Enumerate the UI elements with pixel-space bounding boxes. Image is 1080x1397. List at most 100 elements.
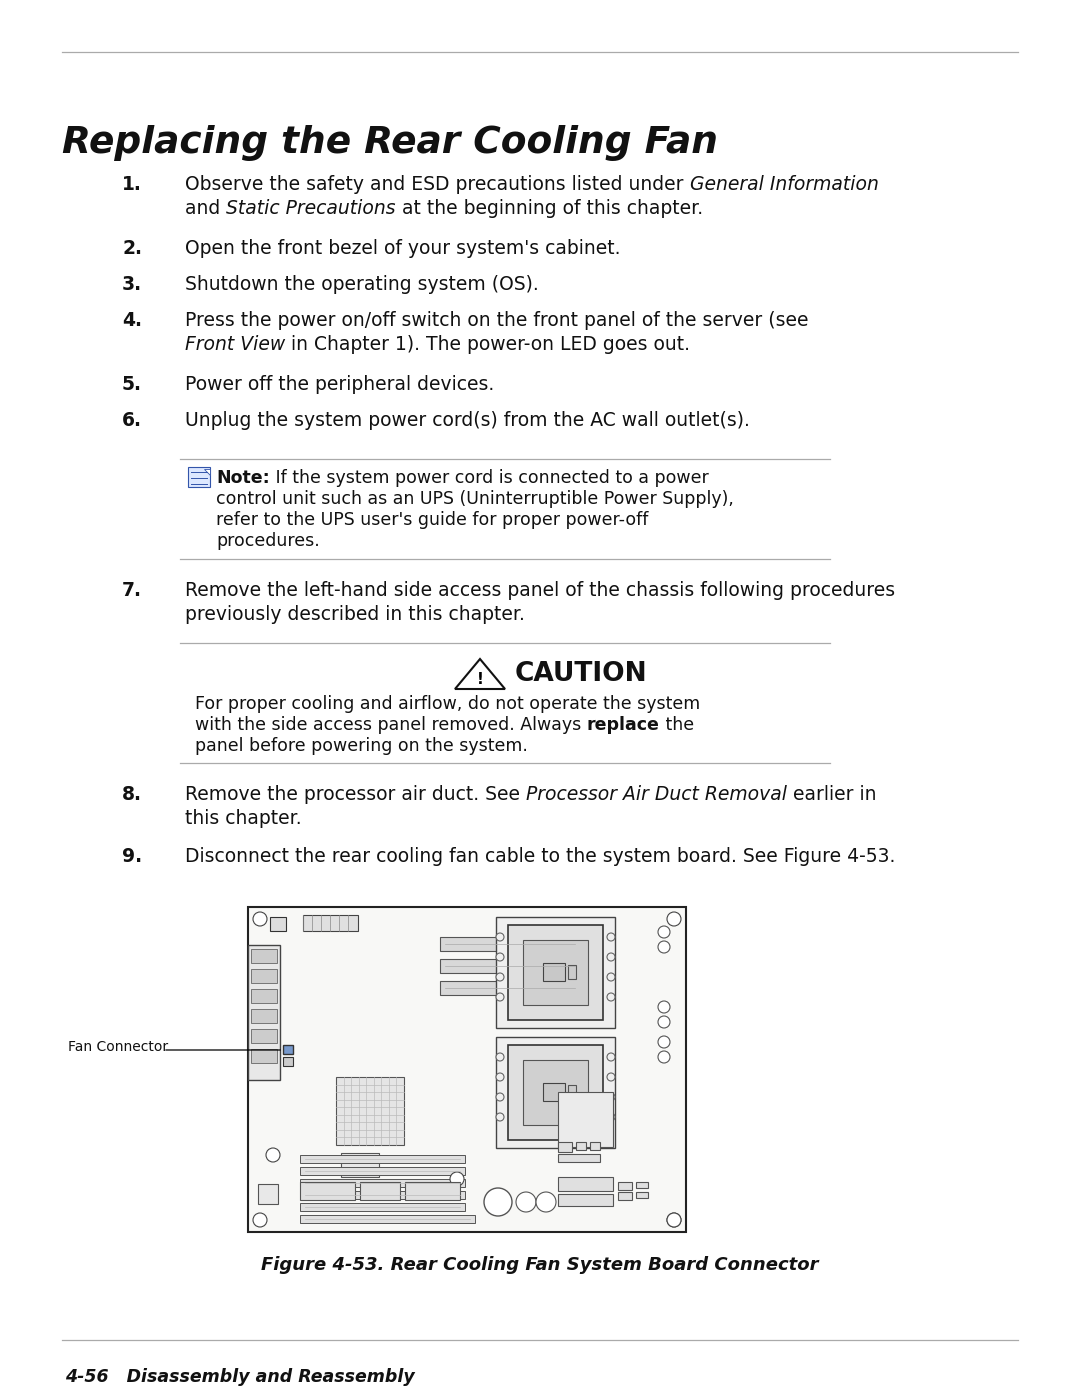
Bar (618, 1192, 632, 1200)
Circle shape (607, 1073, 615, 1081)
Circle shape (607, 993, 615, 1002)
Text: 7.: 7. (122, 581, 141, 599)
Text: Press the power on/off switch on the front panel of the server (see: Press the power on/off switch on the fro… (185, 312, 809, 330)
Circle shape (658, 926, 670, 937)
Circle shape (496, 1053, 504, 1060)
Bar (558, 1194, 613, 1206)
Text: 1.: 1. (122, 175, 141, 194)
Bar (251, 970, 276, 983)
Circle shape (496, 1092, 504, 1101)
Bar (251, 989, 276, 1003)
Text: !: ! (476, 672, 484, 687)
Circle shape (496, 1073, 504, 1081)
Bar (336, 1077, 404, 1146)
Text: 4-56   Disassembly and Reassembly: 4-56 Disassembly and Reassembly (65, 1368, 415, 1386)
Bar (440, 981, 580, 995)
Bar (258, 1185, 278, 1204)
Bar (523, 1060, 588, 1125)
Text: For proper cooling and airflow, do not operate the system: For proper cooling and airflow, do not o… (195, 694, 700, 712)
Text: 2.: 2. (122, 239, 141, 258)
Bar (543, 1083, 565, 1101)
Text: with the side access panel removed. Always: with the side access panel removed. Alwa… (195, 717, 586, 733)
Text: Unplug the system power cord(s) from the AC wall outlet(s).: Unplug the system power cord(s) from the… (185, 411, 750, 430)
Text: replace: replace (586, 717, 660, 733)
Circle shape (607, 953, 615, 961)
Text: control unit such as an UPS (Uninterruptible Power Supply),: control unit such as an UPS (Uninterrupt… (216, 490, 734, 509)
Text: Disconnect the rear cooling fan cable to the system board. See Figure 4-53.: Disconnect the rear cooling fan cable to… (185, 847, 895, 866)
Text: Replacing the Rear Cooling Fan: Replacing the Rear Cooling Fan (62, 124, 718, 161)
Bar (251, 1009, 276, 1023)
Text: If the system power cord is connected to a power: If the system power cord is connected to… (270, 469, 708, 488)
Bar (251, 1030, 276, 1044)
Text: Static Precautions: Static Precautions (226, 198, 395, 218)
Circle shape (667, 912, 681, 926)
Text: at the beginning of this chapter.: at the beginning of this chapter. (395, 198, 703, 218)
Circle shape (607, 1113, 615, 1120)
Bar (303, 915, 357, 930)
Bar (251, 949, 276, 963)
Circle shape (266, 1148, 280, 1162)
Text: 4.: 4. (122, 312, 141, 330)
Text: Front View: Front View (185, 335, 285, 353)
Text: in Chapter 1). The power-on LED goes out.: in Chapter 1). The power-on LED goes out… (285, 335, 690, 353)
Bar (188, 467, 210, 488)
Text: Note:: Note: (216, 469, 270, 488)
Text: 8.: 8. (122, 785, 141, 805)
Text: Power off the peripheral devices.: Power off the peripheral devices. (185, 374, 495, 394)
Text: earlier in: earlier in (787, 785, 877, 805)
Circle shape (658, 1051, 670, 1063)
Circle shape (496, 1113, 504, 1120)
Circle shape (658, 1002, 670, 1013)
Circle shape (496, 972, 504, 981)
Bar (248, 944, 280, 1080)
Circle shape (496, 933, 504, 942)
Bar (440, 958, 580, 972)
Bar (300, 1215, 475, 1222)
Text: Remove the processor air duct. See: Remove the processor air duct. See (185, 785, 526, 805)
Bar (618, 1182, 632, 1190)
Bar (568, 965, 576, 979)
Bar (248, 907, 686, 1232)
Bar (251, 1049, 276, 1063)
Circle shape (516, 1192, 536, 1213)
Text: Fan Connector: Fan Connector (68, 1039, 168, 1053)
Circle shape (658, 1037, 670, 1048)
Bar (283, 1045, 293, 1053)
Circle shape (607, 1053, 615, 1060)
Bar (636, 1192, 648, 1199)
Text: Open the front bezel of your system's cabinet.: Open the front bezel of your system's ca… (185, 239, 621, 258)
Circle shape (253, 1213, 267, 1227)
Text: refer to the UPS user's guide for proper power-off: refer to the UPS user's guide for proper… (216, 511, 648, 529)
Text: Figure 4-53. Rear Cooling Fan System Board Connector: Figure 4-53. Rear Cooling Fan System Boa… (261, 1256, 819, 1274)
Text: 6.: 6. (122, 411, 141, 430)
Circle shape (450, 1172, 464, 1186)
Text: General Information: General Information (689, 175, 878, 194)
Text: previously described in this chapter.: previously described in this chapter. (185, 605, 525, 624)
Circle shape (658, 942, 670, 953)
Bar (568, 1085, 576, 1099)
Circle shape (607, 972, 615, 981)
Bar (543, 963, 565, 981)
Polygon shape (204, 469, 210, 475)
Text: and: and (185, 198, 226, 218)
Bar (508, 1045, 603, 1140)
Text: procedures.: procedures. (216, 532, 320, 550)
Circle shape (667, 1213, 681, 1227)
Bar (523, 940, 588, 1004)
Polygon shape (455, 659, 505, 689)
Text: panel before powering on the system.: panel before powering on the system. (195, 738, 528, 754)
Bar (300, 1192, 465, 1199)
Bar (405, 1182, 460, 1200)
Bar (558, 1141, 572, 1153)
Bar (558, 1178, 613, 1192)
Bar (636, 1182, 648, 1187)
Circle shape (496, 993, 504, 1002)
Bar (300, 1179, 465, 1187)
Bar (283, 1058, 293, 1066)
Bar (300, 1203, 465, 1211)
Bar (360, 1182, 400, 1200)
Bar (576, 1141, 586, 1150)
Text: this chapter.: this chapter. (185, 809, 301, 828)
Circle shape (253, 912, 267, 926)
Bar (590, 1141, 600, 1150)
